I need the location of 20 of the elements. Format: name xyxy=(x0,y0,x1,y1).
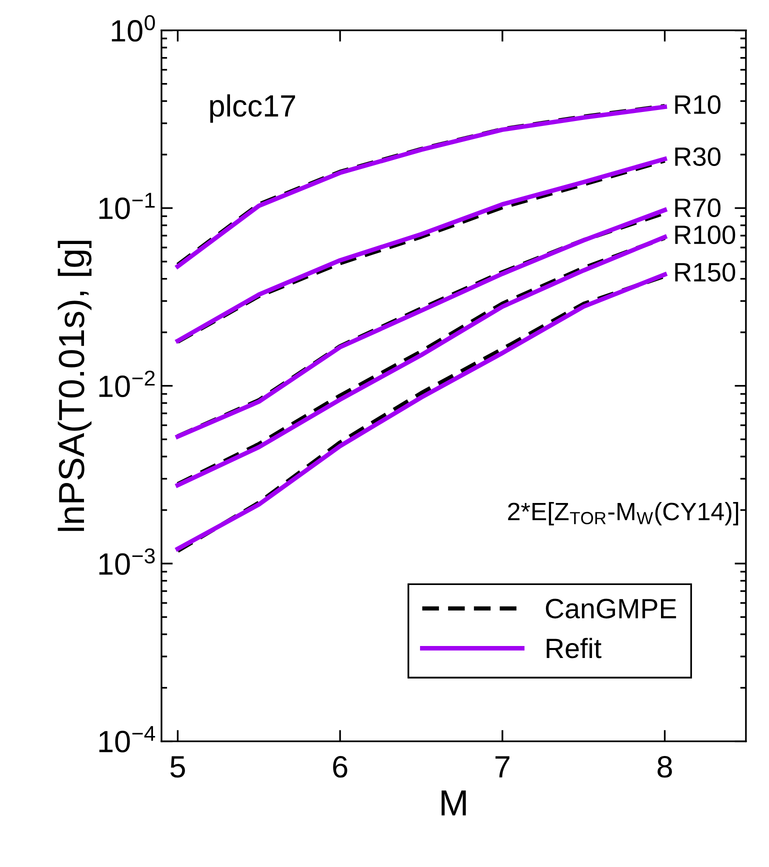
annotation: 2*E[Z$_{TOR}$-M$_{W}$(CY14)] xyxy=(508,502,738,526)
y-tick-label: 10$^{−3}$ xyxy=(99,548,155,575)
annotation: plcc17 xyxy=(210,94,296,123)
y-tick-label: 10$^{−4}$ xyxy=(99,726,156,752)
x-tick-label: 5 xyxy=(170,756,185,778)
x-tick-label: 6 xyxy=(333,756,348,778)
y-tick-label: 10$^{−2}$ xyxy=(99,370,155,398)
x-axis-title: M xyxy=(442,790,466,816)
y-tick-label: 10$^{0}$ xyxy=(112,15,155,42)
annotation: R100 xyxy=(675,225,736,244)
annotation: R150 xyxy=(675,262,736,282)
x-tick-label: 8 xyxy=(658,756,672,778)
annotation: R10 xyxy=(675,95,720,114)
legend-label: CanGMPE xyxy=(546,598,676,618)
x-tick-label: 7 xyxy=(495,756,510,778)
annotation: R70 xyxy=(675,198,720,218)
y-axis-title: lnPSA(T0.01s), [g] xyxy=(58,240,92,531)
y-tick-label: 10$^{−1}$ xyxy=(99,192,155,220)
legend-label: Refit xyxy=(546,638,602,658)
annotation: R30 xyxy=(675,147,720,166)
